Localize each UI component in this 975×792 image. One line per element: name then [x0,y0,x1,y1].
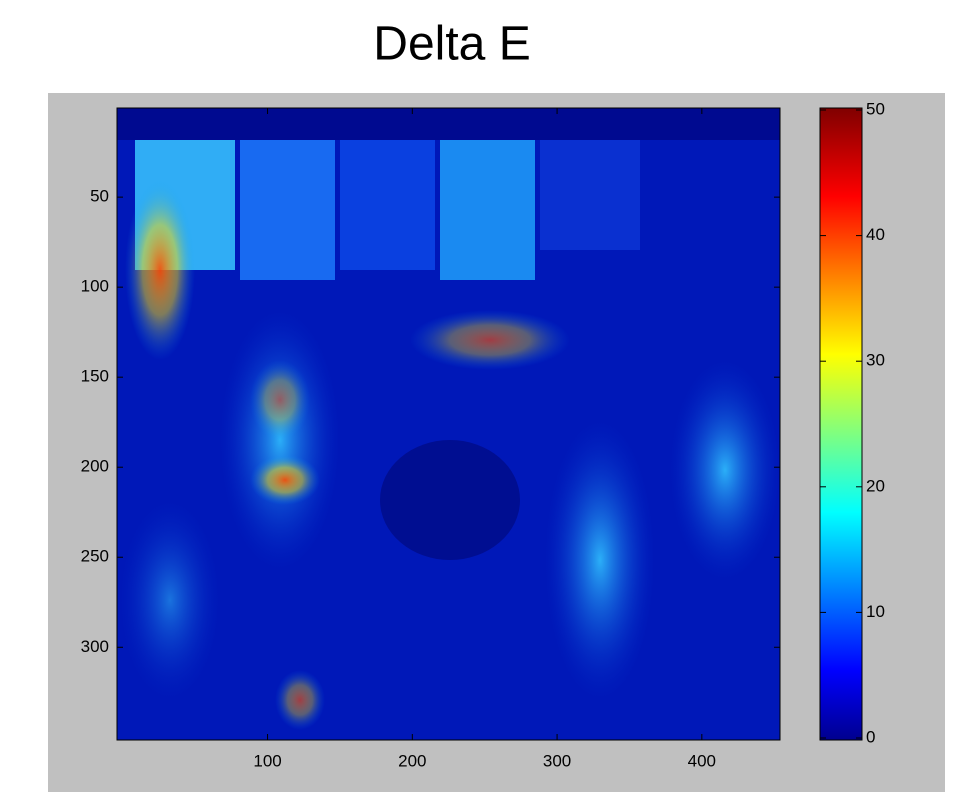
image-region [120,500,220,700]
image-region [125,180,195,360]
colorbar [820,108,862,740]
colorbar-tick-label: 10 [866,602,885,621]
y-tick-label: 250 [81,547,109,566]
image [117,108,780,740]
colorbar-tick-label: 20 [866,476,885,495]
y-tick-label: 300 [81,637,109,656]
image-region [250,360,310,440]
x-tick-label: 200 [398,751,426,770]
x-tick-label: 300 [543,751,571,770]
colorbar-tick-label: 50 [866,99,885,118]
image-region [540,140,640,250]
image-region [275,670,325,730]
image-region [545,420,655,700]
image-region [240,140,335,280]
x-tick-label: 100 [253,751,281,770]
image-band [117,108,780,140]
image-region [410,310,570,370]
image-region [250,455,320,505]
colorbar-tick-label: 40 [866,225,885,244]
image-region [380,440,520,560]
image-region [440,140,535,280]
chart: Delta E 100 200 300 400 50 100 150 200 250 300 0 10… [0,0,975,792]
colorbar-tick-label: 0 [866,727,875,746]
chart-title: Delta E [373,18,530,71]
y-tick-label: 200 [81,457,109,476]
y-tick-label: 150 [81,367,109,386]
image-region [670,360,780,580]
image-region [340,140,435,270]
y-tick-label: 50 [90,187,109,206]
colorbar-tick-label: 30 [866,351,885,370]
x-tick-label: 400 [688,751,716,770]
y-tick-label: 100 [81,277,109,296]
page: {"chart_data": {"type": "heatmap", "titl… [0,0,975,792]
